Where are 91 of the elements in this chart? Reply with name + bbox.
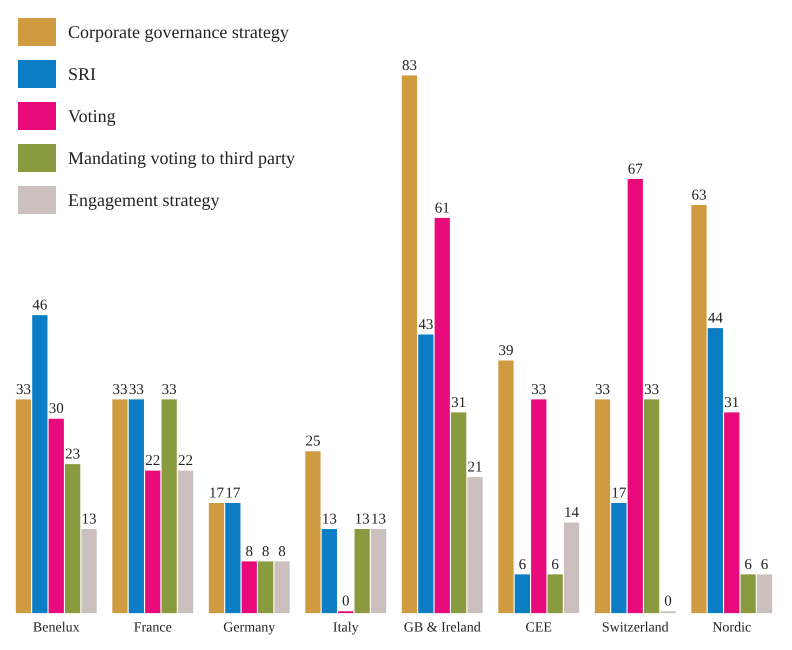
bar — [32, 315, 48, 614]
bar — [467, 477, 483, 614]
bar — [65, 464, 80, 614]
legend-label: SRI — [68, 64, 96, 84]
data-label: 33 — [531, 382, 546, 398]
data-label: 13 — [354, 511, 370, 528]
data-label: 31 — [724, 394, 740, 411]
data-label: 21 — [468, 460, 483, 476]
x-tick-label: Italy — [332, 620, 359, 636]
data-label: 17 — [611, 485, 627, 502]
data-label: 6 — [518, 556, 527, 573]
x-tick-label: CEE — [526, 620, 552, 636]
bar — [225, 503, 240, 614]
x-tick-label: Germany — [223, 620, 276, 636]
bar — [594, 399, 610, 614]
data-label: 8 — [278, 544, 286, 560]
x-tick-label: France — [134, 620, 172, 636]
data-label: 13 — [371, 511, 386, 528]
legend-label: Mandating voting to third party — [68, 148, 295, 168]
bar — [305, 451, 321, 614]
data-label: 17 — [225, 485, 241, 502]
data-label: 8 — [262, 544, 270, 560]
data-label: 83 — [402, 58, 417, 74]
bar — [322, 528, 337, 614]
bar — [418, 334, 434, 614]
x-tick-label: Nordic — [712, 620, 752, 636]
data-label: 22 — [178, 453, 194, 470]
bar — [691, 204, 707, 614]
data-label: 6 — [760, 556, 769, 573]
data-label: 39 — [498, 342, 514, 359]
bar — [451, 412, 466, 614]
data-label: 33 — [162, 382, 177, 398]
data-label: 6 — [551, 556, 560, 573]
data-label: 33 — [644, 382, 660, 398]
x-tick-label: Benelux — [32, 620, 80, 636]
data-label: 13 — [82, 511, 97, 528]
bar — [564, 522, 580, 614]
bar — [434, 218, 450, 614]
data-label: 31 — [451, 394, 466, 411]
data-label: 22 — [145, 453, 160, 470]
data-label: 43 — [418, 316, 434, 333]
bar — [354, 528, 370, 614]
bar — [402, 75, 418, 614]
data-label: 30 — [48, 401, 64, 418]
bar — [644, 399, 660, 614]
bar — [274, 561, 290, 614]
bar — [112, 399, 128, 614]
bar — [128, 399, 144, 614]
legend-label: Corporate governance strategy — [68, 22, 289, 42]
data-label: 13 — [322, 511, 337, 528]
bar — [258, 561, 274, 614]
bar — [498, 360, 514, 614]
bar — [628, 179, 643, 614]
bar — [708, 328, 723, 614]
bar — [611, 503, 626, 614]
bar — [740, 574, 756, 614]
data-label: 67 — [628, 161, 644, 178]
bar — [48, 418, 64, 614]
data-label: 8 — [246, 544, 253, 560]
data-label: 23 — [65, 446, 80, 463]
legend-label: Engagement strategy — [68, 190, 220, 210]
data-label: 46 — [32, 298, 48, 314]
data-label: 33 — [128, 382, 144, 398]
data-label: 17 — [208, 485, 224, 502]
bar — [16, 399, 32, 614]
data-label: 63 — [691, 187, 706, 204]
bar — [548, 574, 563, 614]
bar — [756, 574, 772, 614]
data-label: 6 — [744, 556, 752, 573]
bar — [724, 412, 740, 614]
bar — [178, 470, 194, 614]
x-tick-label: GB & Ireland — [404, 620, 481, 636]
data-label: 25 — [305, 434, 320, 450]
data-label: 44 — [708, 310, 724, 327]
bar — [208, 503, 224, 614]
data-label: 14 — [564, 504, 580, 521]
data-label: 0 — [664, 594, 672, 610]
bar — [531, 399, 546, 614]
data-label: 0 — [342, 594, 350, 610]
bar — [162, 399, 177, 614]
bar — [514, 574, 530, 614]
bar — [81, 528, 97, 614]
x-tick-label: Switzerland — [602, 620, 669, 636]
data-label: 33 — [16, 382, 31, 398]
bar — [145, 470, 160, 614]
bar — [370, 528, 386, 614]
bar — [242, 561, 257, 614]
legend-label: Voting — [68, 106, 116, 126]
data-label: 61 — [434, 200, 450, 216]
data-label: 33 — [594, 382, 610, 398]
data-label: 33 — [112, 382, 128, 398]
